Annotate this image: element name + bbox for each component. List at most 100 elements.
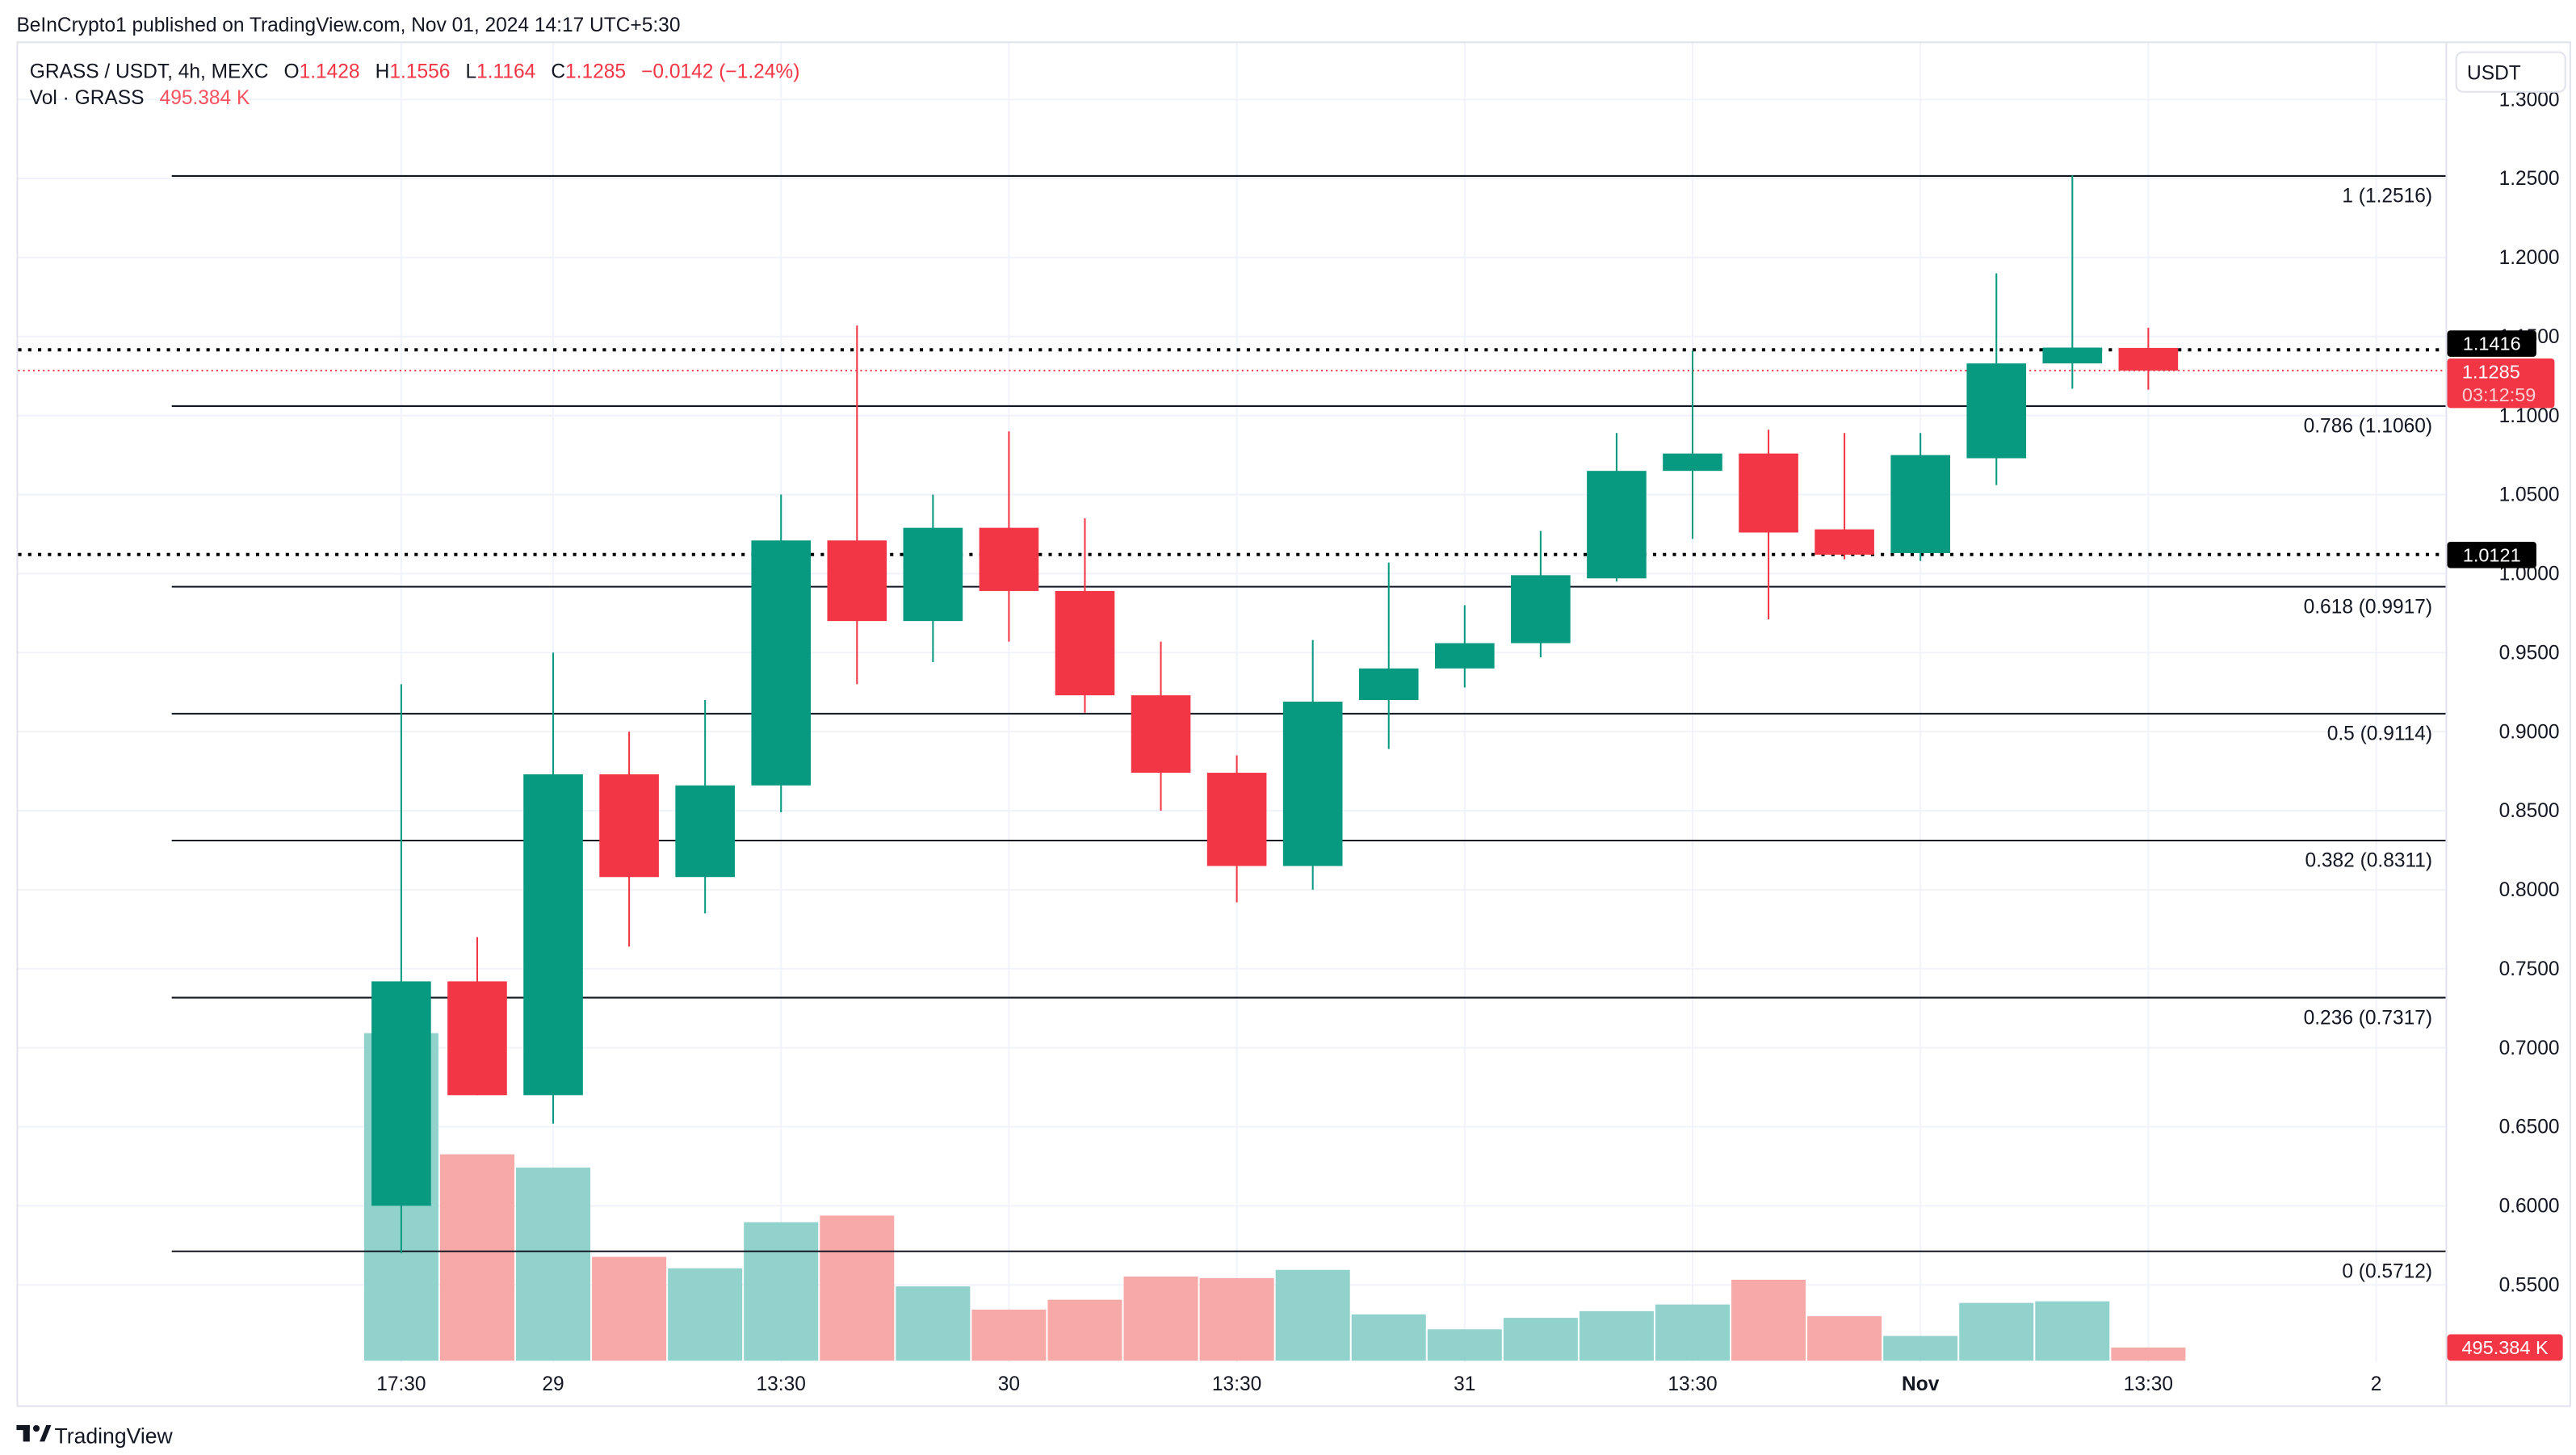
fib-level-label: 0.786 (1.1060) [2304, 416, 2432, 438]
price-tick-label: 0.7000 [2499, 1038, 2560, 1059]
price-tick-label: 0.8500 [2499, 800, 2560, 822]
volume-bar [1047, 1299, 1122, 1361]
volume-label: Vol · GRASS [30, 87, 145, 109]
price-tick-label: 0.5500 [2499, 1274, 2560, 1296]
legend: GRASS / USDT, 4h, MEXC O1.1428 H1.1556 L… [30, 61, 800, 109]
candle-up [371, 981, 431, 1206]
candle-up [903, 527, 963, 622]
time-axis[interactable]: 17:30 29 13:30 30 13:30 31 13:30 Nov 13:30 2 [376, 1373, 2381, 1395]
candle-up [2042, 347, 2103, 364]
time-tick-label: 2 [2371, 1373, 2382, 1395]
volume-bar [1959, 1302, 2034, 1361]
candle-up [1358, 668, 1419, 701]
currency-button[interactable]: USDT [2455, 51, 2566, 93]
fib-level-label: 0 (0.5712) [2342, 1260, 2432, 1282]
price-badges: 1.1416 1.1285 03:12:59 1.0121 495.384 K [2447, 330, 2563, 1361]
time-tick-label: 13:30 [2124, 1373, 2173, 1395]
last-price-badge [2447, 358, 2555, 409]
open-label: O [284, 61, 300, 82]
volume-bar [439, 1154, 514, 1361]
candle-down [1131, 695, 1191, 774]
volume-bar [1503, 1318, 1578, 1361]
volume-bar [1275, 1269, 1350, 1361]
candle-up [523, 774, 583, 1096]
volume-bar [1579, 1310, 1654, 1361]
price-axis[interactable]: 1.30001.25001.20001.15001.10001.05001.00… [2499, 89, 2560, 1296]
candle-down [447, 981, 507, 1096]
open-value: 1.1428 [300, 61, 360, 82]
line2-badge [2447, 541, 2536, 568]
chart-frame [16, 41, 2571, 1407]
price-tick-label: 1.2000 [2499, 247, 2560, 269]
candle-down [1206, 773, 1267, 866]
price-tick-label: 1.0500 [2499, 484, 2560, 506]
low-label: L [465, 61, 476, 82]
volume-bar [1807, 1316, 1882, 1361]
countdown-text: 03:12:59 [2462, 384, 2536, 405]
price-tick-label: 0.7500 [2499, 958, 2560, 980]
volume-bar [744, 1222, 819, 1361]
volume-badge-text: 495.384 K [2461, 1337, 2548, 1358]
close-value: 1.1285 [565, 61, 626, 82]
close-label: C [551, 61, 565, 82]
candle-down [827, 540, 887, 622]
volume-bar [592, 1256, 667, 1361]
change-value: −0.0142 (−1.24%) [641, 61, 799, 82]
tradingview-logo[interactable]: TradingView [16, 1424, 174, 1448]
volume-bar [1427, 1329, 1502, 1361]
symbol-label: GRASS / USDT, 4h, MEXC [30, 61, 269, 82]
price-tick-label: 0.8000 [2499, 879, 2560, 901]
candles [371, 175, 2179, 1254]
volume-bar [896, 1286, 971, 1361]
tradingview-logo-icon [16, 1424, 52, 1442]
publisher-line: BeInCrypto1 published on TradingView.com… [16, 15, 680, 36]
volume-bar [516, 1168, 591, 1361]
volume-badge [2447, 1334, 2563, 1361]
candle-up [675, 785, 735, 878]
high-value: 1.1556 [389, 61, 450, 82]
time-tick-label: 31 [1454, 1373, 1475, 1395]
fib-level-label: 0.382 (0.8311) [2305, 850, 2432, 872]
price-tick-label: 1.2500 [2499, 168, 2560, 190]
volume-bar [1731, 1279, 1806, 1361]
svg-text:GRASS / USDT, 4h, MEXC O: GRASS / USDT, 4h, MEXC O1.1428 H1.1556 L… [30, 61, 800, 82]
candle-up [1890, 455, 1950, 553]
price-tick-label: 1.1000 [2499, 405, 2560, 427]
candle-up [1511, 575, 1571, 644]
last-price-text: 1.1285 [2462, 362, 2520, 383]
volume-bar [1123, 1276, 1198, 1361]
volume-bar [820, 1215, 895, 1361]
candle-up [1966, 363, 2027, 459]
candle-up [1587, 471, 1647, 579]
fib-level-label: 0.236 (0.7317) [2304, 1007, 2432, 1029]
fib-level-label: 0.618 (0.9917) [2304, 596, 2432, 618]
time-tick-label: Nov [1902, 1373, 1940, 1395]
price-tick-label: 0.9500 [2499, 642, 2560, 664]
volume-bar [668, 1268, 743, 1361]
candle-up [1663, 453, 1722, 472]
horizontal-lines[interactable] [18, 348, 2446, 556]
line1-badge-text: 1.1416 [2463, 333, 2521, 354]
volume-bar [1199, 1277, 1274, 1361]
line2-badge-text: 1.0121 [2463, 544, 2521, 565]
line1-badge [2447, 330, 2536, 357]
volume-bar [1883, 1335, 1958, 1361]
volume-bar [2111, 1347, 2186, 1361]
volume-bar [1655, 1304, 1731, 1361]
candle-down [1739, 453, 1798, 533]
price-tick-label: 1.3000 [2499, 89, 2560, 111]
volume-bar [971, 1309, 1047, 1361]
currency-label: USDT [2467, 62, 2521, 84]
candle-up [1282, 701, 1343, 866]
candle-down [2118, 347, 2179, 371]
low-value: 1.1164 [476, 61, 535, 82]
time-tick-label: 30 [998, 1373, 1020, 1395]
high-label: H [375, 61, 390, 82]
price-tick-label: 0.6500 [2499, 1117, 2560, 1138]
fib-level-label: 1 (1.2516) [2342, 186, 2432, 208]
time-tick-label: 13:30 [1668, 1373, 1717, 1395]
volume-bar [2035, 1301, 2110, 1361]
svg-text:Vol · GRASS 495.384 K: Vol · GRASS 495.384 K [30, 87, 250, 109]
price-tick-label: 0.6000 [2499, 1196, 2560, 1218]
